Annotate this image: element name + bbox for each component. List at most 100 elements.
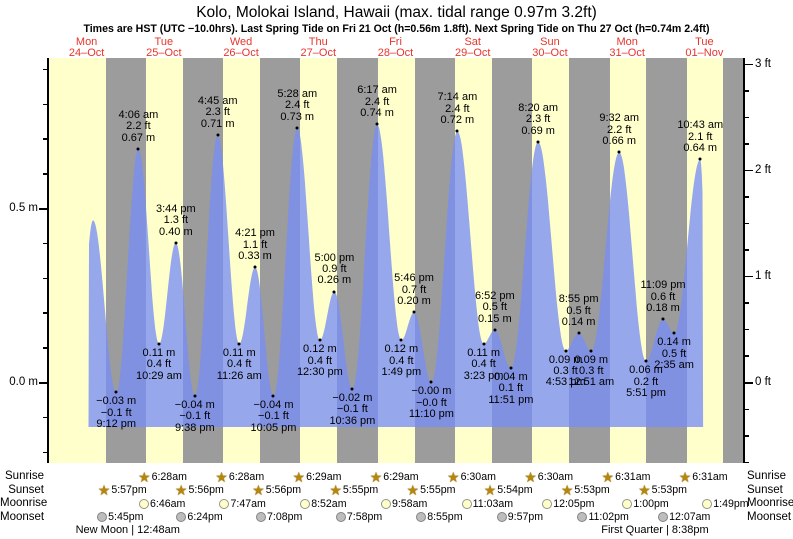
tide-time: 6:52 pm	[474, 289, 515, 302]
row-label-sunset-left: Sunset	[8, 483, 44, 496]
tide-time: 10:43 am	[677, 119, 724, 132]
sunrise-event: ★ 6:30am	[447, 470, 496, 484]
moonset-event: 8:55pm	[416, 511, 463, 524]
low-tide-annotation: 0.12 m 0.4 ft 12:30 pm	[297, 343, 343, 378]
sunrise-event: ★ 6:28am	[138, 468, 187, 485]
tide-point-dot	[332, 290, 336, 294]
moonset-event: 7:08pm	[256, 511, 302, 524]
sunrise-event: ★ 6:30am	[524, 470, 574, 484]
tide-time: 12:51 am	[568, 376, 615, 389]
sunset-star-icon: ★	[329, 482, 342, 498]
sunrise-event: ★ 6:31am	[678, 468, 728, 485]
sunrise-star-icon: ★	[678, 468, 692, 485]
tide-height-m: 0.14 m	[657, 336, 691, 349]
sunset-star-icon: ★	[406, 482, 420, 498]
axis-tick	[745, 143, 749, 145]
axis-tick	[745, 302, 749, 304]
axis-tick	[43, 416, 47, 419]
tide-time: 3:44 pm	[155, 202, 196, 215]
moonset-time: 7:58pm	[346, 511, 383, 523]
axis-tick	[43, 347, 47, 349]
day-name: Wed	[229, 36, 253, 48]
high-tide-annotation: 5:46 pm 0.7 ft 0.20 m	[394, 272, 434, 307]
moonset-event: 11:02pm	[577, 511, 629, 524]
moonrise-time: 11:03am	[472, 497, 514, 510]
moonrise-event: 7:47am	[219, 497, 266, 510]
sunset-time: 5:55pm	[342, 484, 379, 496]
tide-point-dot	[157, 342, 161, 346]
sunrise-time: 6:29am	[306, 470, 342, 483]
axis-tick	[745, 222, 749, 225]
moonrise-time: 6:46am	[149, 497, 186, 510]
sunset-event: ★ 5:56pm	[252, 483, 302, 497]
low-tide-annotation: 0.14 m 0.5 ft 2:35 am	[654, 336, 694, 371]
high-tide-annotation: 8:55 pm 0.5 ft 0.14 m	[558, 293, 599, 328]
tide-height-m: 0.66 m	[602, 134, 637, 147]
tide-time: 5:46 pm	[394, 272, 434, 285]
low-tide-annotation: −0.04 m −0.1 ft 9:38 pm	[174, 399, 215, 434]
tide-time: 11:51 pm	[488, 393, 534, 406]
tide-time: 10:36 pm	[329, 414, 376, 427]
tide-point-dot	[672, 331, 676, 335]
high-tide-annotation: 10:43 am 2.1 ft 0.64 m	[677, 119, 724, 154]
sunset-time: 5:55pm	[420, 484, 456, 496]
tide-height-m: 0.11 m	[467, 346, 500, 359]
day-date: 31–Oct	[609, 46, 645, 59]
tide-time: 4:53 pm	[545, 376, 586, 389]
tide-height-ft: 2.4 ft	[364, 95, 390, 108]
sunset-time: 5:57pm	[111, 484, 147, 496]
tide-time: 8:55 pm	[558, 293, 599, 306]
tide-height-ft: 0.4 ft	[471, 358, 496, 371]
axis-tick	[745, 63, 753, 66]
sunrise-star-icon: ★	[601, 468, 615, 485]
tide-height-ft: −0.1 ft	[100, 406, 132, 419]
day-name: Tue	[695, 36, 714, 48]
tide-height-m: −0.02 m	[332, 391, 373, 404]
sunrise-time: 6:30am	[460, 470, 496, 483]
day-date: 26–Oct	[223, 46, 259, 59]
sunrise-star-icon: ★	[138, 468, 151, 485]
sunset-event: ★ 5:55pm	[406, 482, 456, 498]
tide-height-m: 0.11 m	[222, 346, 256, 359]
row-label-sunset-right: Sunset	[747, 483, 783, 496]
moonrise-moon-icon	[461, 498, 472, 509]
tide-height-ft: 0.4 ft	[389, 354, 414, 367]
sunrise-time: 6:31am	[692, 470, 728, 483]
tide-height-m: 0.09 m	[548, 353, 583, 366]
low-tide-annotation: 0.04 m 0.1 ft 11:51 pm	[488, 371, 534, 406]
low-tide-annotation: 0.11 m 0.4 ft 10:29 am	[136, 347, 182, 382]
tide-point-dot	[509, 366, 513, 370]
moonset-time: 12:07am	[669, 511, 711, 523]
tide-height-m: 0.69 m	[521, 124, 555, 137]
sunset-time: 5:56pm	[265, 484, 302, 496]
moonset-moon-icon	[496, 512, 507, 522]
day-name: Mon	[75, 36, 98, 48]
page-title: Kolo, Molokai Island, Hawaii (max. tidal…	[196, 4, 597, 21]
tide-height-m: 0.67 m	[121, 131, 156, 144]
axis-tick	[43, 312, 47, 314]
day-name: Fri	[389, 36, 402, 48]
tide-height-ft: 2.2 ft	[606, 123, 632, 136]
tide-height-ft: 0.9 ft	[322, 262, 347, 275]
sunrise-time: 6:30am	[537, 470, 574, 483]
tide-point-dot	[399, 338, 403, 342]
axis-label-ft: 2 ft	[755, 163, 771, 176]
moonset-event: 9:57pm	[496, 511, 543, 524]
sunrise-star-icon: ★	[215, 468, 228, 485]
tide-height-ft: 0.4 ft	[146, 358, 172, 371]
tide-time: 10:29 am	[136, 369, 182, 382]
tide-time: 9:38 pm	[174, 421, 215, 434]
tide-height-ft: 0.7 ft	[401, 283, 427, 296]
moonrise-event: 1:49pm	[702, 497, 749, 510]
axis-label-m: 0.0 m	[9, 376, 38, 388]
tide-height-ft: 0.3 ft	[553, 365, 578, 378]
tide-height-m: 0.14 m	[561, 315, 596, 328]
tide-height-ft: 0.5 ft	[482, 300, 508, 313]
tide-time: 1:49 pm	[381, 366, 422, 379]
tide-time: 11:26 am	[216, 369, 262, 382]
day-label: Tue 25–Oct	[146, 37, 181, 58]
sunset-event: ★ 5:54pm	[484, 483, 533, 497]
day-name: Sun	[540, 36, 560, 48]
moonset-moon-icon	[256, 512, 266, 522]
